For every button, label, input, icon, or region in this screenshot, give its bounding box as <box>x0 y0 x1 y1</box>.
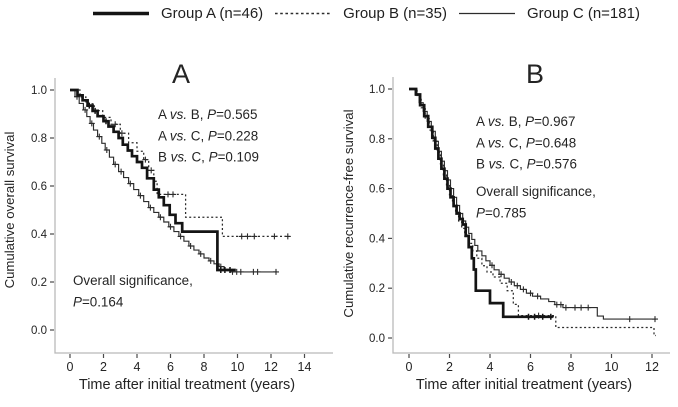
comparison-annotation: B vs. C, P=0.576 <box>476 157 577 172</box>
legend-line-thick-icon <box>93 11 149 15</box>
axis-lines <box>392 77 670 354</box>
legend-line-thin-icon <box>458 12 515 14</box>
y-tick-label: 0.8 <box>369 134 385 146</box>
survival-curve-group-b <box>70 89 290 238</box>
x-tick-label: 12 <box>264 360 278 374</box>
x-tick-label: 2 <box>100 360 107 374</box>
comparison-annotation: A vs. C, P=0.648 <box>476 135 576 150</box>
y-tick-label: 0.0 <box>369 333 385 345</box>
x-tick-label: 0 <box>67 360 74 374</box>
y-tick-label: 0.8 <box>31 133 47 145</box>
significance-annotation: P=0.785 <box>476 206 526 221</box>
x-tick-label: 2 <box>446 360 453 374</box>
y-tick-label: 0.6 <box>31 181 47 193</box>
panel-b: 0.0 0.2 0.4 0.6 0.8 1.0 0 2 4 6 8 10 12 Cumulative re… <box>341 59 670 393</box>
x-tick-label: 10 <box>231 360 245 374</box>
y-tick-label: 0.4 <box>31 229 48 241</box>
panels-row: 0.0 0.2 0.4 0.6 0.8 1.0 0 2 4 6 8 10 12 14 Cumulative … <box>0 28 678 407</box>
panel-title: A <box>172 59 190 89</box>
axis-lines <box>54 78 333 354</box>
legend-item-group-b: Group B (n=35) <box>274 5 447 22</box>
y-axis-label: Cumulative recurrence-free survival <box>341 109 356 317</box>
y-tick-label: 0.2 <box>369 283 385 295</box>
y-tick-label: 0.4 <box>369 233 386 245</box>
censor-marks-group-b <box>112 121 291 240</box>
x-tick-label: 6 <box>167 360 174 374</box>
censor-marks-group-c <box>74 93 279 275</box>
censor-marks-group-a <box>86 102 233 273</box>
legend-item-group-a: Group A (n=46) <box>92 5 263 22</box>
comparison-annotation: A vs. C, P=0.228 <box>158 128 258 143</box>
comparison-annotation: B vs. C, P=0.109 <box>158 150 259 165</box>
x-tick-label: 6 <box>527 360 534 374</box>
panel-a: 0.0 0.2 0.4 0.6 0.8 1.0 0 2 4 6 8 10 12 14 Cumulative … <box>2 59 333 393</box>
censor-marks-group-c <box>489 262 658 323</box>
comparison-annotation: A vs. B, P=0.967 <box>476 114 575 129</box>
significance-annotation: Overall significance, <box>73 273 193 288</box>
x-tick-label: 8 <box>201 360 208 374</box>
x-tick-label: 12 <box>645 360 659 374</box>
legend-label-group-c: Group C (n=181) <box>526 4 640 22</box>
significance-annotation: Overall significance, <box>476 184 596 199</box>
y-axis-label: Cumulative overall survival <box>2 132 17 289</box>
x-tick-label: 0 <box>406 360 413 374</box>
censor-marks-group-a <box>525 313 554 320</box>
x-tick-label: 14 <box>298 360 312 374</box>
comparison-annotation: A vs. B, P=0.565 <box>158 107 257 122</box>
legend-label-group-a: Group A (n=46) <box>161 4 264 22</box>
x-tick-label: 10 <box>605 360 619 374</box>
legend-label-group-b: Group B (n=35) <box>343 4 447 22</box>
x-axis-label: Time after initial treatment (years) <box>416 377 632 393</box>
y-tick-label: 0.0 <box>31 325 47 337</box>
survival-curve-group-a <box>70 88 236 272</box>
y-tick-label: 1.0 <box>369 84 385 96</box>
legend-line-dotted-icon <box>275 12 332 14</box>
significance-annotation: P=0.164 <box>73 295 124 310</box>
y-tick-label: 0.2 <box>31 277 47 289</box>
x-tick-label: 4 <box>487 360 494 374</box>
legend: Group A (n=46) Group B (n=35) Group C (n… <box>0 2 678 24</box>
x-tick-label: 4 <box>134 360 141 374</box>
x-tick-label: 8 <box>568 360 575 374</box>
panel-title: B <box>526 59 544 89</box>
y-tick-label: 0.6 <box>369 184 385 196</box>
y-tick-label: 1.0 <box>31 85 47 97</box>
survival-curve-group-c <box>70 89 277 273</box>
survival-curve-group-a <box>409 87 553 319</box>
legend-item-group-c: Group C (n=181) <box>458 5 640 22</box>
x-axis-label: Time after initial treatment (years) <box>79 377 295 393</box>
